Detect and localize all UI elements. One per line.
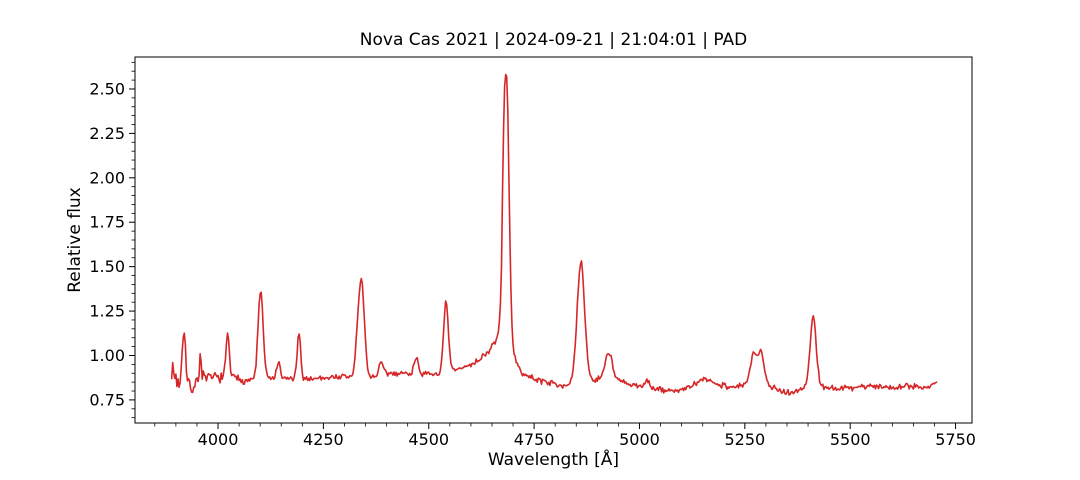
x-tick-label: 5750: [935, 430, 976, 449]
x-tick-label: 5500: [830, 430, 871, 449]
y-tick-label: 0.75: [89, 390, 125, 409]
x-axis-label: Wavelength [Å]: [487, 450, 620, 470]
y-tick-label: 1.25: [89, 302, 125, 321]
x-tick-label: 4000: [198, 430, 239, 449]
y-tick-label: 1.00: [89, 346, 125, 365]
x-tick-label: 5250: [724, 430, 765, 449]
plot-title: Nova Cas 2021 | 2024-09-21 | 21:04:01 | …: [359, 30, 748, 50]
spectrum-line: [170, 73, 938, 396]
plot-frame: [134, 56, 973, 424]
y-tick-label: 2.25: [89, 124, 125, 143]
x-tick-label: 4250: [303, 430, 344, 449]
y-tick-label: 1.75: [89, 213, 125, 232]
x-tick-label: 4500: [408, 430, 449, 449]
y-axis-label: Relative flux: [65, 187, 85, 293]
y-tick-label: 2.50: [89, 79, 125, 98]
x-tick-label: 5000: [619, 430, 660, 449]
y-tick-label: 1.50: [89, 257, 125, 276]
x-tick-label: 4750: [514, 430, 555, 449]
y-tick-label: 2.00: [89, 168, 125, 187]
